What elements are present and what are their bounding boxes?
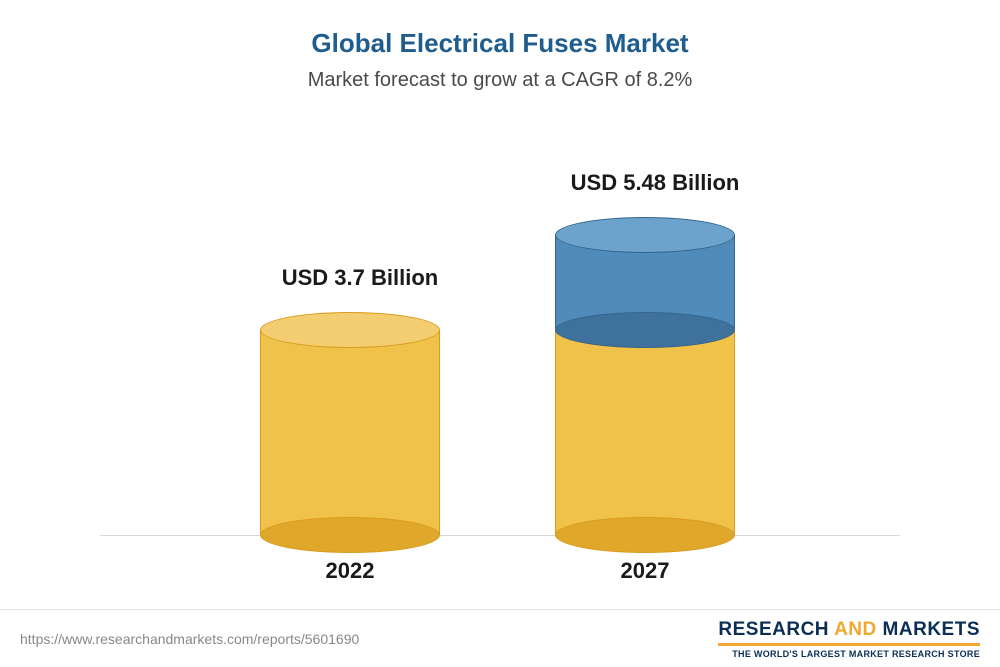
brand-name: RESEARCH AND MARKETS <box>718 619 980 641</box>
cylinder-top <box>555 217 735 253</box>
cylinder-bar-2027: USD 5.48 Billion2027 <box>555 120 755 580</box>
bar-year-label: 2022 <box>250 558 450 584</box>
bar-value-label: USD 5.48 Billion <box>525 170 785 196</box>
cylinder-bar-2022: USD 3.7 Billion2022 <box>260 120 460 580</box>
brand-word-1: RESEARCH <box>718 619 829 640</box>
chart-title: Global Electrical Fuses Market <box>0 0 1000 59</box>
cylinder-top <box>260 312 440 348</box>
cylinder-bottom <box>260 517 440 553</box>
cylinder-segment <box>260 330 440 535</box>
chart-subtitle: Market forecast to grow at a CAGR of 8.2… <box>0 59 1000 92</box>
cylinder-joint <box>555 312 735 348</box>
source-url: https://www.researchandmarkets.com/repor… <box>20 631 359 647</box>
cylinder-segment <box>555 330 735 535</box>
bar-year-label: 2027 <box>545 558 745 584</box>
baseline <box>100 535 900 536</box>
footer: https://www.researchandmarkets.com/repor… <box>0 609 1000 667</box>
brand-logo: RESEARCH AND MARKETS THE WORLD'S LARGEST… <box>718 619 980 659</box>
chart-area: USD 3.7 Billion2022USD 5.48 Billion2027 <box>0 120 1000 570</box>
brand-word-and: AND <box>829 619 883 640</box>
brand-tagline: THE WORLD'S LARGEST MARKET RESEARCH STOR… <box>718 643 980 659</box>
bar-value-label: USD 3.7 Billion <box>230 265 490 291</box>
cylinder-bottom <box>555 517 735 553</box>
brand-word-2: MARKETS <box>883 619 980 640</box>
